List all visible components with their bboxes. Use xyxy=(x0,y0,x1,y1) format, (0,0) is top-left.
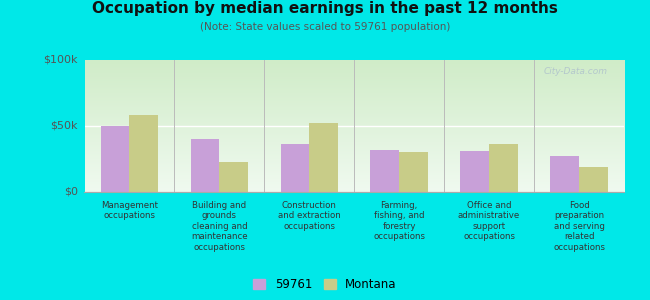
Bar xyxy=(460,151,489,192)
Text: Occupation by median earnings in the past 12 months: Occupation by median earnings in the pas… xyxy=(92,2,558,16)
Text: Construction
and extraction
occupations: Construction and extraction occupations xyxy=(278,201,341,231)
Bar xyxy=(219,162,248,192)
Bar xyxy=(309,123,338,192)
Bar xyxy=(399,152,428,192)
Text: Farming,
fishing, and
forestry
occupations: Farming, fishing, and forestry occupatio… xyxy=(373,201,425,241)
Text: City-Data.com: City-Data.com xyxy=(544,67,608,76)
Bar xyxy=(281,145,309,192)
Text: Building and
grounds
cleaning and
maintenance
occupations: Building and grounds cleaning and mainte… xyxy=(191,201,248,252)
Bar xyxy=(370,150,399,192)
Text: Management
occupations: Management occupations xyxy=(101,201,158,220)
Bar xyxy=(129,116,158,192)
Legend: 59761, Montana: 59761, Montana xyxy=(254,278,396,291)
Bar xyxy=(101,126,129,192)
Text: Office and
administrative
support
occupations: Office and administrative support occupa… xyxy=(458,201,520,241)
Text: (Note: State values scaled to 59761 population): (Note: State values scaled to 59761 popu… xyxy=(200,22,450,32)
Bar xyxy=(489,145,518,192)
Text: Food
preparation
and serving
related
occupations: Food preparation and serving related occ… xyxy=(553,201,605,252)
Text: $0: $0 xyxy=(64,187,78,197)
Bar xyxy=(551,156,579,192)
Text: $100k: $100k xyxy=(44,55,78,65)
Bar xyxy=(190,139,219,192)
Bar xyxy=(579,167,608,192)
Text: $50k: $50k xyxy=(51,121,78,131)
